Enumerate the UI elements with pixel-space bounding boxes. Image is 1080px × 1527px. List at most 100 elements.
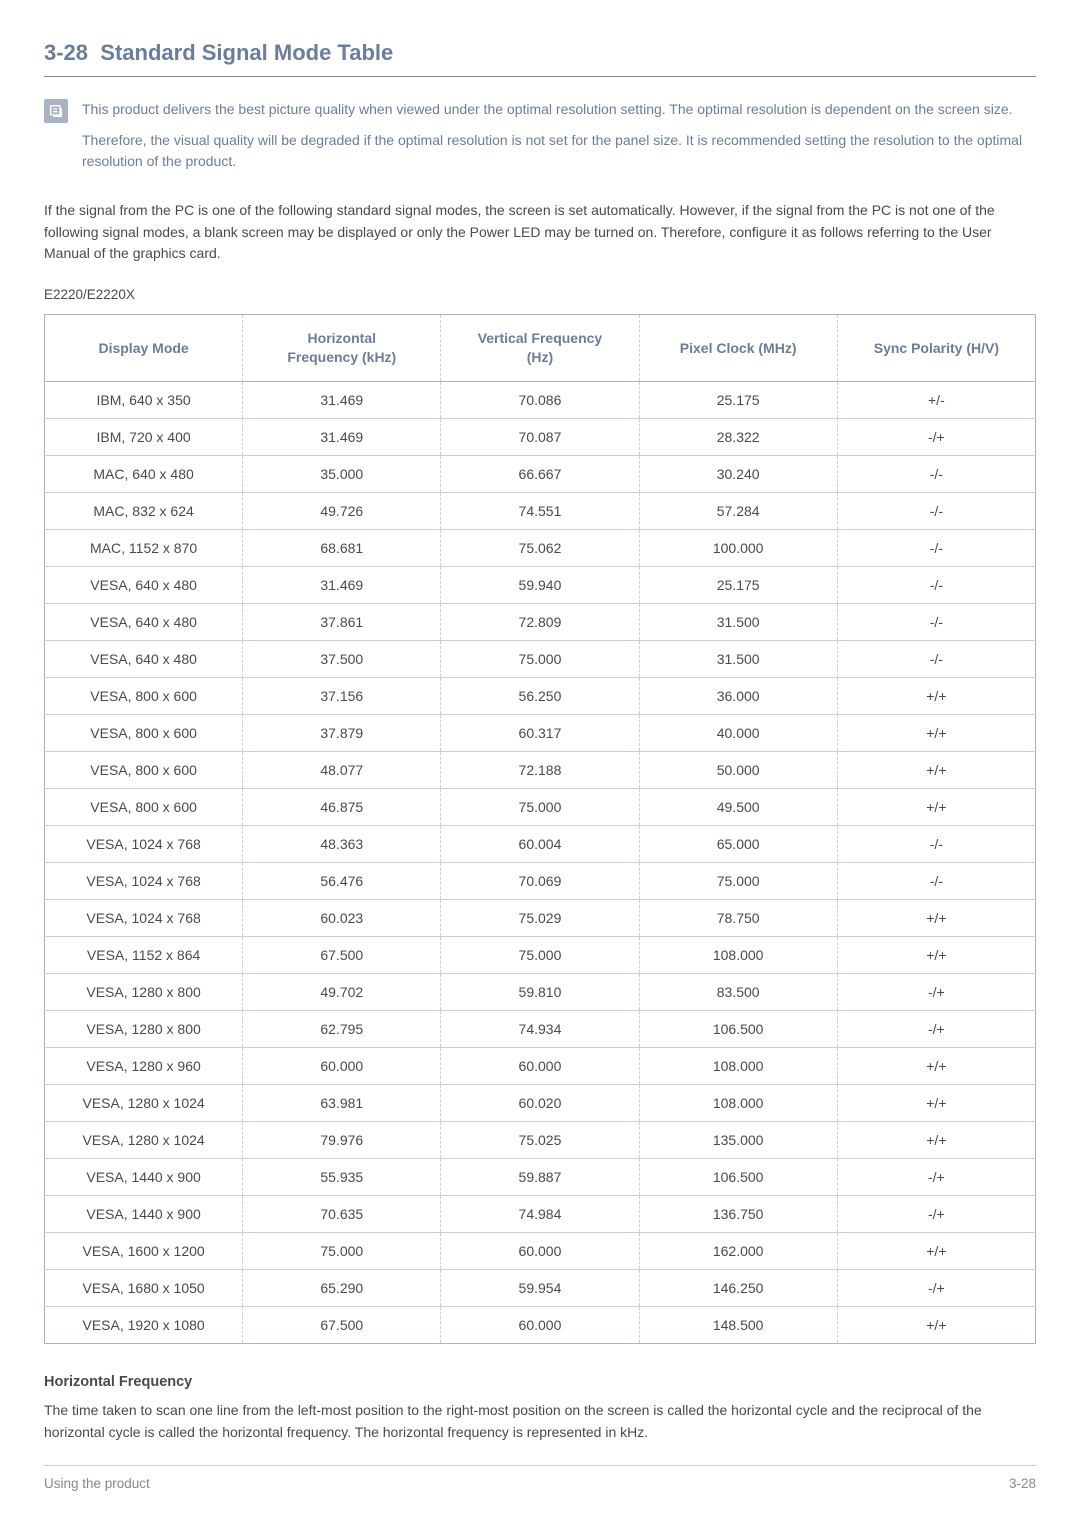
table-row: VESA, 800 x 60037.15656.25036.000+/+ [45, 677, 1036, 714]
table-cell: 135.000 [639, 1121, 837, 1158]
table-cell: -/+ [837, 1158, 1035, 1195]
table-cell: 37.156 [243, 677, 441, 714]
page-footer: Using the product 3-28 [44, 1465, 1036, 1491]
section-title: 3-28 Standard Signal Mode Table [44, 40, 1036, 77]
table-row: VESA, 1440 x 90055.93559.887106.500-/+ [45, 1158, 1036, 1195]
table-cell: 106.500 [639, 1010, 837, 1047]
table-cell: -/- [837, 640, 1035, 677]
table-cell: 56.250 [441, 677, 639, 714]
note-paragraph-1: This product delivers the best picture q… [82, 99, 1036, 120]
table-row: VESA, 800 x 60037.87960.31740.000+/+ [45, 714, 1036, 751]
table-row: VESA, 1280 x 102463.98160.020108.000+/+ [45, 1084, 1036, 1121]
table-cell: VESA, 800 x 600 [45, 714, 243, 751]
footer-right: 3-28 [1009, 1476, 1036, 1491]
table-cell: 49.726 [243, 492, 441, 529]
note-icon [44, 99, 68, 123]
table-cell: 79.976 [243, 1121, 441, 1158]
table-cell: 48.077 [243, 751, 441, 788]
table-cell: -/+ [837, 418, 1035, 455]
table-cell: 31.469 [243, 381, 441, 418]
table-cell: 37.861 [243, 603, 441, 640]
table-cell: -/- [837, 603, 1035, 640]
table-cell: 60.004 [441, 825, 639, 862]
table-cell: 49.500 [639, 788, 837, 825]
table-cell: 74.934 [441, 1010, 639, 1047]
table-row: VESA, 1680 x 105065.29059.954146.250-/+ [45, 1269, 1036, 1306]
table-cell: 60.317 [441, 714, 639, 751]
table-cell: 78.750 [639, 899, 837, 936]
table-cell: 59.887 [441, 1158, 639, 1195]
table-row: VESA, 800 x 60046.87575.00049.500+/+ [45, 788, 1036, 825]
signal-mode-table: Display ModeHorizontalFrequency (kHz)Ver… [44, 314, 1036, 1344]
table-cell: 148.500 [639, 1306, 837, 1343]
table-cell: 72.188 [441, 751, 639, 788]
table-row: VESA, 1280 x 80049.70259.81083.500-/+ [45, 973, 1036, 1010]
table-cell: 48.363 [243, 825, 441, 862]
table-cell: 59.954 [441, 1269, 639, 1306]
intro-paragraph: If the signal from the PC is one of the … [44, 200, 1036, 265]
table-cell: -/+ [837, 1269, 1035, 1306]
table-cell: MAC, 1152 x 870 [45, 529, 243, 566]
table-cell: 70.635 [243, 1195, 441, 1232]
table-row: IBM, 640 x 35031.46970.08625.175+/- [45, 381, 1036, 418]
table-cell: 70.086 [441, 381, 639, 418]
table-cell: 74.984 [441, 1195, 639, 1232]
table-cell: -/- [837, 566, 1035, 603]
table-cell: 60.023 [243, 899, 441, 936]
table-cell: 75.029 [441, 899, 639, 936]
table-cell: VESA, 1280 x 1024 [45, 1084, 243, 1121]
table-row: VESA, 1280 x 96060.00060.000108.000+/+ [45, 1047, 1036, 1084]
table-row: VESA, 1920 x 108067.50060.000148.500+/+ [45, 1306, 1036, 1343]
table-cell: 55.935 [243, 1158, 441, 1195]
table-cell: +/+ [837, 714, 1035, 751]
table-header-cell: HorizontalFrequency (kHz) [243, 315, 441, 382]
table-cell: 46.875 [243, 788, 441, 825]
table-cell: +/- [837, 381, 1035, 418]
table-cell: 60.020 [441, 1084, 639, 1121]
table-cell: VESA, 640 x 480 [45, 640, 243, 677]
table-header-row: Display ModeHorizontalFrequency (kHz)Ver… [45, 315, 1036, 382]
hf-body: The time taken to scan one line from the… [44, 1400, 1036, 1443]
table-row: VESA, 1280 x 102479.97675.025135.000+/+ [45, 1121, 1036, 1158]
table-row: VESA, 1600 x 120075.00060.000162.000+/+ [45, 1232, 1036, 1269]
table-cell: VESA, 1920 x 1080 [45, 1306, 243, 1343]
table-cell: 62.795 [243, 1010, 441, 1047]
table-cell: 60.000 [441, 1306, 639, 1343]
hf-heading: Horizontal Frequency [44, 1374, 1036, 1390]
table-cell: -/+ [837, 1195, 1035, 1232]
table-cell: 59.940 [441, 566, 639, 603]
table-cell: 60.000 [441, 1232, 639, 1269]
table-cell: VESA, 1024 x 768 [45, 862, 243, 899]
note-body: This product delivers the best picture q… [82, 99, 1036, 182]
table-row: VESA, 640 x 48031.46959.94025.175-/- [45, 566, 1036, 603]
footer-left: Using the product [44, 1476, 150, 1491]
table-cell: 70.069 [441, 862, 639, 899]
table-cell: VESA, 1280 x 800 [45, 973, 243, 1010]
table-cell: +/+ [837, 677, 1035, 714]
table-row: MAC, 1152 x 87068.68175.062100.000-/- [45, 529, 1036, 566]
table-cell: +/+ [837, 899, 1035, 936]
table-cell: +/+ [837, 751, 1035, 788]
table-cell: -/- [837, 455, 1035, 492]
table-cell: 37.500 [243, 640, 441, 677]
table-cell: 83.500 [639, 973, 837, 1010]
table-cell: 72.809 [441, 603, 639, 640]
table-cell: 162.000 [639, 1232, 837, 1269]
table-cell: VESA, 640 x 480 [45, 566, 243, 603]
table-cell: VESA, 1280 x 960 [45, 1047, 243, 1084]
table-cell: 28.322 [639, 418, 837, 455]
table-cell: 75.000 [441, 640, 639, 677]
table-row: VESA, 640 x 48037.50075.00031.500-/- [45, 640, 1036, 677]
table-cell: 57.284 [639, 492, 837, 529]
table-row: MAC, 832 x 62449.72674.55157.284-/- [45, 492, 1036, 529]
table-row: VESA, 1440 x 90070.63574.984136.750-/+ [45, 1195, 1036, 1232]
table-cell: -/- [837, 492, 1035, 529]
table-cell: 31.500 [639, 640, 837, 677]
table-cell: 66.667 [441, 455, 639, 492]
table-cell: 108.000 [639, 936, 837, 973]
table-cell: +/+ [837, 1232, 1035, 1269]
table-cell: 25.175 [639, 381, 837, 418]
table-cell: 75.000 [243, 1232, 441, 1269]
table-cell: 56.476 [243, 862, 441, 899]
table-row: VESA, 1280 x 80062.79574.934106.500-/+ [45, 1010, 1036, 1047]
